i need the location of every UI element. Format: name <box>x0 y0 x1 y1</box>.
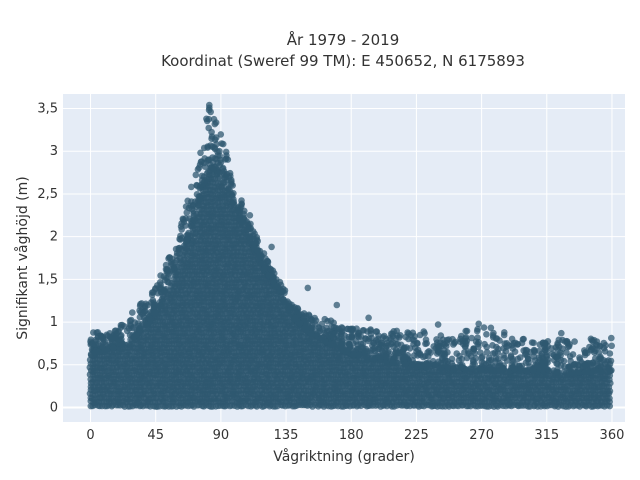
data-point <box>118 321 126 329</box>
chart-title-line2: Koordinat (Sweref 99 TM): E 450652, N 61… <box>161 52 525 70</box>
data-point <box>608 342 615 350</box>
chart-title-line1: År 1979 - 2019 <box>287 30 400 49</box>
data-points <box>86 101 615 410</box>
